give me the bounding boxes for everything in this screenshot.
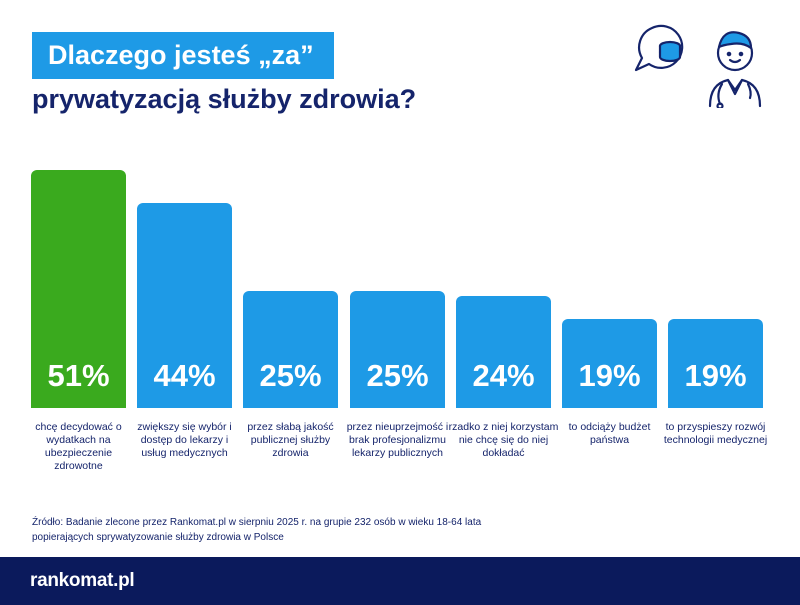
- bar-7: 19%: [668, 319, 763, 408]
- bar-value-label: 44%: [153, 358, 216, 393]
- category-label: przez słabą jakość publicznej służby zdr…: [247, 421, 334, 459]
- bar-value-label: 25%: [259, 358, 322, 393]
- footer-bar: rankomat.pl: [0, 557, 800, 605]
- bar-value-label: 25%: [366, 358, 429, 393]
- doctor-with-coins-icon: [634, 24, 762, 108]
- source-line-2: popierających sprywatyzowanie służby zdr…: [32, 532, 284, 543]
- bar-2: 44%: [137, 203, 232, 408]
- category-label: przez nieuprzejmość i brak profesjonaliz…: [346, 421, 449, 459]
- source-note: Źródło: Badanie zlecone przez Rankomat.p…: [32, 515, 481, 545]
- title-highlight-box: Dlaczego jesteś „za”: [32, 32, 334, 79]
- category-label: rzadko z niej korzystam nie chcę się do …: [448, 421, 559, 459]
- source-line-1: Źródło: Badanie zlecone przez Rankomat.p…: [32, 517, 482, 528]
- category-label: chcę decydować o wydatkach na ubezpiecze…: [35, 421, 122, 472]
- bar-6: 19%: [562, 319, 657, 408]
- rankomat-logo: rankomat.pl: [30, 570, 135, 591]
- bar-value-label: 19%: [684, 358, 747, 393]
- category-label: zwiększy się wybór i dostęp do lekarzy i…: [137, 421, 232, 459]
- bar-4: 25%: [350, 291, 445, 408]
- bar-5: 24%: [456, 296, 551, 408]
- category-label: to odciąży budżet państwa: [568, 421, 651, 446]
- bar-1: 51%: [31, 170, 126, 408]
- bar-value-label: 19%: [578, 358, 641, 393]
- bar-value-label: 24%: [472, 358, 535, 393]
- bar-value-label: 51%: [47, 358, 110, 393]
- title-line-2: prywatyzacją służby zdrowia?: [32, 84, 417, 114]
- title-line-1: Dlaczego jesteś „za”: [48, 40, 314, 70]
- bar-3: 25%: [243, 291, 338, 408]
- category-label: to przyspieszy rozwój technologii medycz…: [663, 421, 768, 446]
